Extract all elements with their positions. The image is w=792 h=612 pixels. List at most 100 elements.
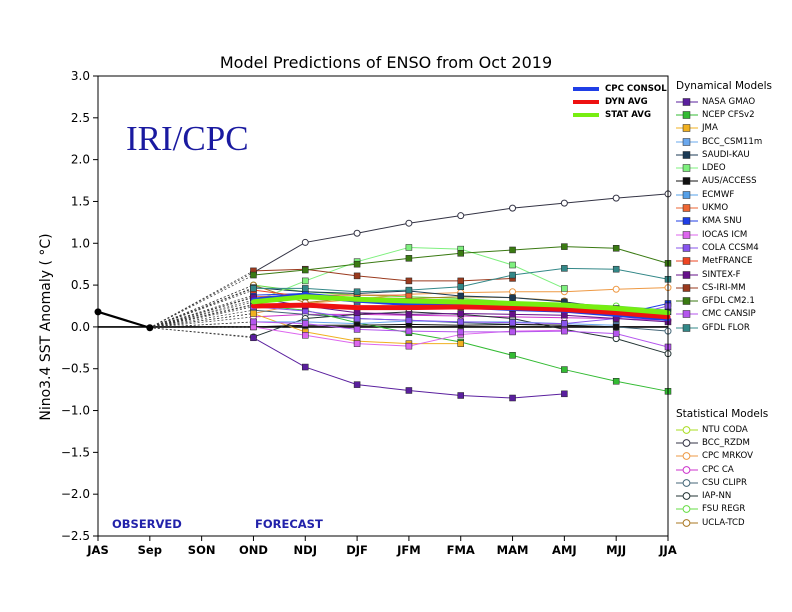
connector-line — [149, 321, 254, 329]
legend-label: CPC MRKOV — [702, 451, 753, 462]
connector-line — [149, 272, 254, 329]
data-point — [405, 342, 413, 350]
data-point — [457, 392, 464, 399]
legend-label: CSU CLIPR — [702, 477, 747, 488]
legend-marker — [676, 517, 698, 529]
data-point — [561, 366, 568, 373]
data-point — [250, 334, 257, 342]
data-point — [457, 340, 464, 347]
series-line — [253, 193, 669, 273]
connector-line — [149, 287, 254, 329]
y-tick-label: 1.5 — [71, 194, 90, 208]
legend-item-bcc-rzdm: BCC_RZDM — [676, 436, 768, 449]
connector-line — [149, 284, 254, 329]
legend-label: IAP-NN — [702, 491, 732, 502]
series-gfdl-flor — [149, 265, 672, 329]
data-point — [405, 244, 413, 251]
connector-line — [149, 274, 254, 329]
series-line — [253, 268, 513, 282]
x-tick-label: MAM — [497, 543, 529, 557]
legend-marker — [676, 175, 698, 187]
data-point — [353, 309, 361, 316]
observed-point — [146, 324, 154, 332]
consensus-legend: CPC CONSOL DYN AVG STAT AVG — [573, 82, 667, 121]
series-layer — [94, 190, 672, 402]
legend-label: KMA SNU — [702, 216, 742, 227]
x-axis: JAS Sep SON OND NDJ DJF JFM FMA MAM AMJ MJJ JJA — [86, 536, 677, 557]
x-tick-label: AMJ — [552, 543, 577, 557]
legend-marker — [676, 503, 698, 515]
data-point — [561, 390, 568, 398]
legend-marker — [676, 450, 698, 462]
legend-marker — [676, 215, 698, 227]
legend-label: GFDL FLOR — [702, 322, 750, 333]
legend-item-aus-access: AUS/ACCESS — [676, 175, 772, 188]
data-point — [457, 328, 464, 336]
legend-marker — [676, 424, 698, 436]
connector-line — [149, 327, 254, 338]
legend-swatch — [573, 112, 599, 117]
y-tick-label: 3.0 — [71, 69, 90, 83]
data-point — [509, 328, 516, 336]
y-tick-label: 0.5 — [71, 278, 90, 292]
legend-item-fsu-regr: FSU REGR — [676, 503, 768, 516]
legend-item-gfdl-cm2-1: GFDL CM2.1 — [676, 294, 772, 307]
x-tick-label: OND — [239, 543, 268, 557]
y-tick-label: −1.0 — [61, 404, 90, 418]
legend-item-cpc-ca: CPC CA — [676, 463, 768, 476]
data-point — [612, 285, 620, 293]
legend-cpc-consol: CPC CONSOL — [573, 82, 667, 95]
legend-item-ecmwf: ECMWF — [676, 188, 772, 201]
connector-line — [149, 299, 254, 329]
legend-marker — [676, 464, 698, 476]
legend-marker — [676, 122, 698, 134]
data-point — [612, 323, 620, 331]
connector-line — [149, 288, 254, 329]
data-point — [301, 238, 309, 246]
legend-label: LDEO — [702, 163, 726, 174]
legend-label: ECMWF — [702, 189, 735, 200]
data-point — [250, 285, 257, 292]
legend-item-jma: JMA — [676, 122, 772, 135]
data-point — [509, 294, 516, 301]
connector-line — [149, 313, 254, 329]
legend-marker — [676, 490, 698, 502]
data-point — [250, 310, 257, 317]
data-point — [405, 327, 413, 335]
data-point — [302, 332, 309, 339]
data-point — [250, 271, 257, 279]
data-point — [353, 340, 361, 347]
data-point — [509, 246, 516, 254]
legend-label: JMA — [702, 123, 718, 134]
y-tick-label: 0.0 — [71, 320, 90, 334]
legend-label: CPC CONSOL — [605, 83, 667, 94]
data-point — [353, 260, 361, 268]
data-point — [302, 277, 309, 285]
legend-marker — [676, 96, 698, 108]
legend-item-bcc-csm11m: BCC_CSM11m — [676, 135, 772, 148]
x-tick-label: JJA — [658, 543, 677, 557]
legend-marker — [676, 255, 698, 267]
legend-label: NTU CODA — [702, 424, 748, 435]
data-point — [405, 219, 413, 227]
legend-item-cs-iri-mm: CS-IRI-MM — [676, 281, 772, 294]
legend-stat-avg: STAT AVG — [573, 108, 667, 121]
y-tick-label: −2.0 — [61, 487, 90, 501]
data-point — [561, 327, 568, 335]
legend-marker — [676, 295, 698, 307]
connector-line — [149, 327, 254, 339]
data-point — [457, 318, 464, 326]
data-point — [612, 194, 620, 202]
legend-marker — [676, 308, 698, 320]
x-tick-label: NDJ — [294, 543, 317, 557]
legend-label: AUS/ACCESS — [702, 176, 757, 187]
series-nasa-gmao — [149, 327, 568, 402]
forecast-label: FORECAST — [255, 517, 323, 531]
legend-label: CMC CANSIP — [702, 309, 756, 320]
data-point — [561, 265, 568, 272]
legend-item-csu-clipr: CSU CLIPR — [676, 476, 768, 489]
y-axis-label: Nino3.4 SST Anomaly ( °C) — [38, 233, 54, 420]
x-tick-label: JFM — [396, 543, 421, 557]
legend-label: BCC_RZDM — [702, 437, 750, 448]
series-dyn-avg — [250, 302, 671, 320]
